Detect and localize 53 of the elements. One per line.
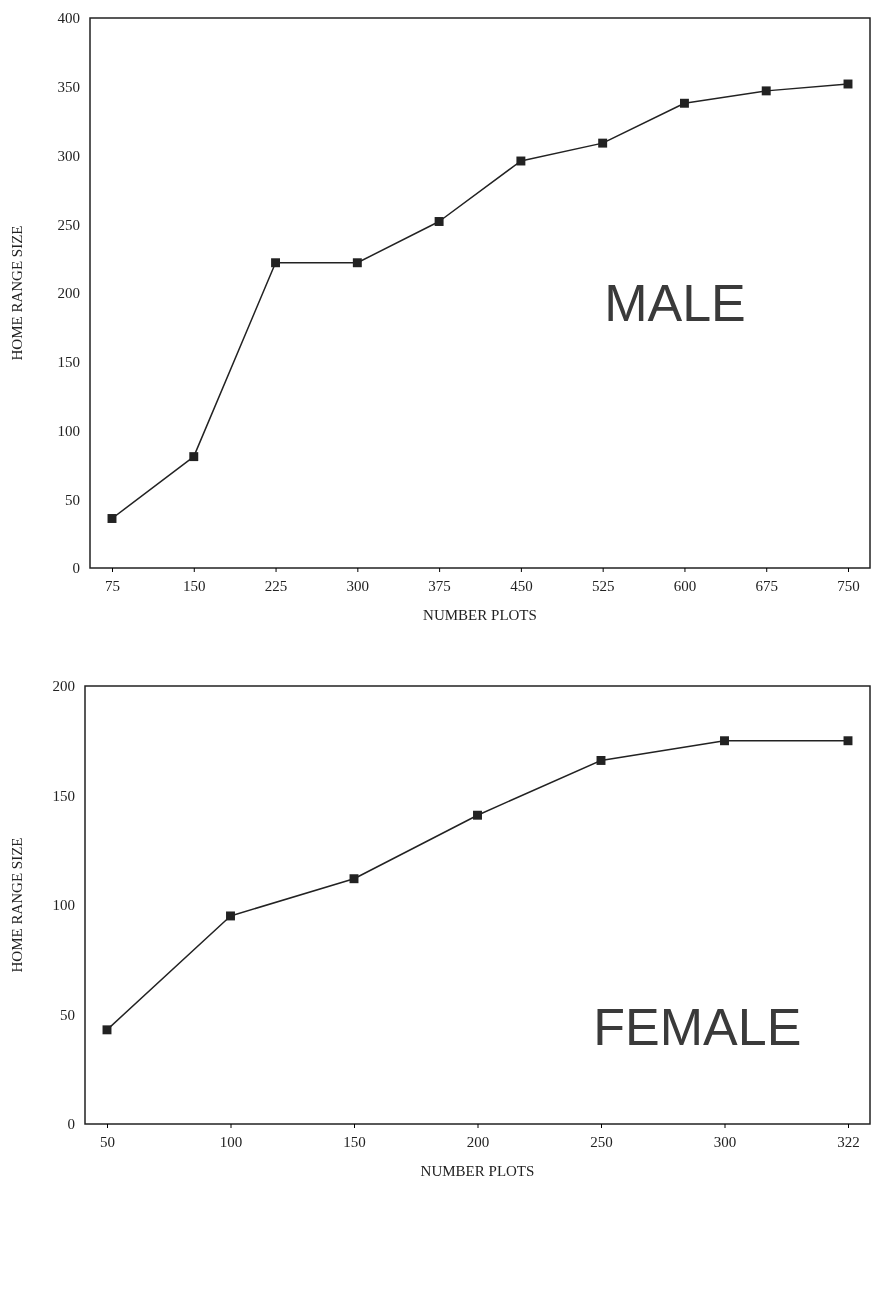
x-axis-title: NUMBER PLOTS: [423, 607, 537, 623]
y-axis-title: HOME RANGE SIZE: [9, 225, 25, 361]
x-tick-label: 100: [219, 1133, 243, 1150]
y-tick-label: 300: [57, 147, 80, 164]
y-tick-label: 150: [57, 354, 80, 371]
y-tick-label: 0: [67, 1116, 75, 1133]
y-tick-label: 200: [52, 678, 75, 695]
y-tick-label: 100: [52, 897, 75, 914]
x-tick-label: 250: [590, 1133, 613, 1150]
y-tick-label: 50: [60, 1006, 75, 1023]
y-tick-label: 0: [72, 560, 80, 577]
x-tick-label: 300: [713, 1133, 737, 1150]
x-tick-label: 75: [105, 577, 120, 594]
x-tick-label: 450: [510, 577, 533, 594]
point: [596, 755, 606, 765]
point: [189, 452, 199, 462]
y-tick-label: 50: [65, 491, 80, 508]
x-tick-label: 322: [837, 1133, 860, 1150]
x-tick-label: 300: [346, 577, 370, 594]
x-axis-title: NUMBER PLOTS: [420, 1163, 535, 1179]
point: [271, 258, 281, 268]
x-tick-label: 525: [591, 577, 615, 594]
point: [598, 138, 608, 148]
point: [843, 736, 853, 746]
point: [349, 874, 359, 884]
point: [720, 736, 729, 746]
point: [352, 258, 362, 268]
y-tick-label: 400: [57, 10, 80, 27]
point: [679, 98, 689, 108]
x-tick-label: 200: [466, 1133, 490, 1150]
y-tick-label: 350: [57, 79, 80, 96]
x-tick-label: 50: [100, 1133, 115, 1150]
x-tick-label: 675: [755, 577, 778, 594]
y-tick-label: 100: [57, 422, 80, 439]
y-tick-label: 200: [57, 285, 80, 302]
y-tick-label: 250: [57, 216, 80, 233]
point: [761, 86, 771, 96]
x-tick-label: 750: [837, 577, 860, 594]
annotation: MALE: [604, 273, 746, 332]
y-axis-title: HOME RANGE SIZE: [9, 837, 25, 973]
x-tick-label: 150: [183, 577, 206, 594]
point: [107, 514, 117, 523]
x-tick-label: 225: [264, 577, 288, 594]
x-tick-label: 150: [343, 1133, 366, 1150]
x-tick-label: 375: [428, 577, 451, 594]
y-tick-label: 150: [52, 787, 75, 804]
x-tick-label: 600: [673, 577, 697, 594]
point: [434, 217, 444, 226]
point: [102, 1025, 112, 1035]
point: [226, 911, 235, 921]
point: [516, 156, 526, 166]
annotation: FEMALE: [593, 998, 802, 1057]
point: [473, 810, 482, 820]
